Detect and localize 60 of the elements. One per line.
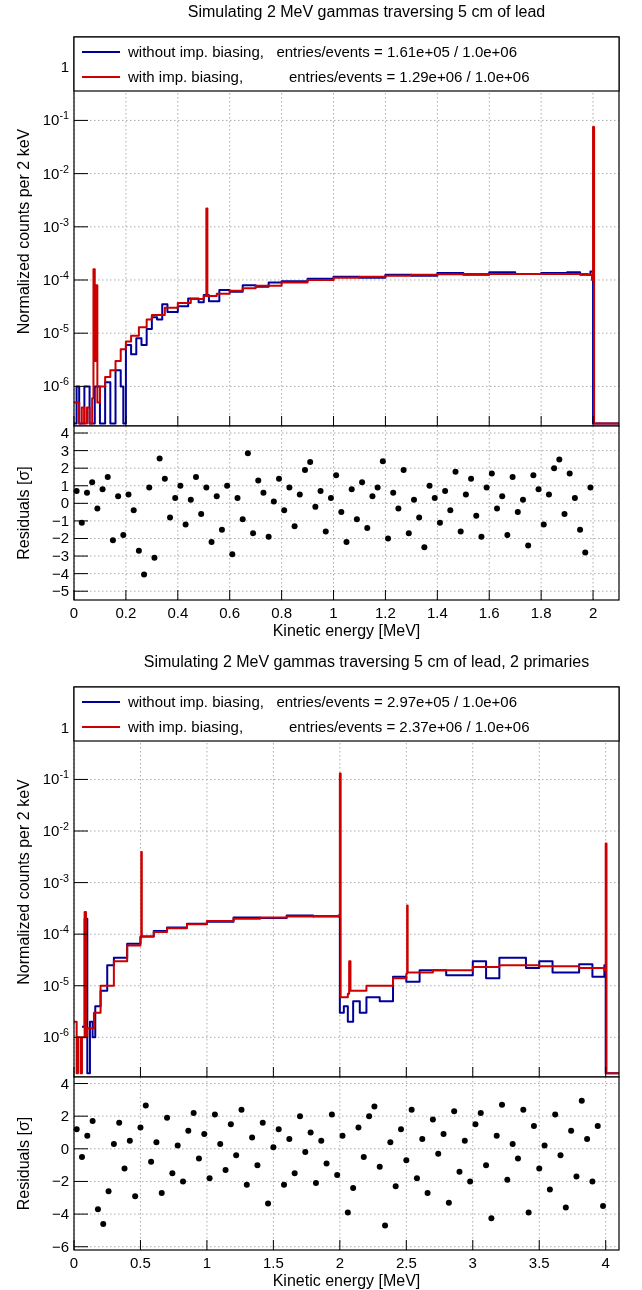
y-tick-label: −2: [51, 1172, 69, 1190]
x-tick-label: 0.5: [130, 1254, 151, 1271]
legend-label: with imp. biasing, entries/events = 2.37e+06 / 1.0e+06: [127, 718, 530, 735]
y-tick-label: 1: [60, 58, 69, 76]
y-tick-label: 1: [60, 718, 69, 736]
y-tick-label: 10$^{-3}$: [42, 215, 69, 235]
y-tick-label: 2: [60, 1107, 69, 1125]
x-tick-label: 1.6: [478, 604, 500, 621]
y-tick-label: 4: [60, 424, 69, 442]
y-tick-label: 3: [60, 441, 69, 459]
y-tick-label: 10$^{-5}$: [42, 322, 69, 342]
x-tick-label: 3.5: [528, 1254, 550, 1271]
x-tick-label: 0.8: [271, 604, 293, 621]
y-tick-label: 0: [60, 494, 69, 512]
chart-title: Simulating 2 MeV gammas traversing 5 cm of lead, 2 primaries: [143, 653, 590, 670]
y-tick-label: 10$^{-6}$: [42, 375, 69, 395]
x-tick-label: 4: [601, 1254, 610, 1271]
y-tick-label: −6: [51, 1237, 69, 1255]
x-tick-label: 2: [335, 1254, 345, 1271]
y-axis-title: Residuals [σ]: [15, 466, 32, 560]
y-tick-label: 10$^{-1}$: [42, 109, 69, 129]
y-tick-label: −3: [51, 547, 69, 565]
y-tick-label: 10$^{-4}$: [42, 923, 69, 943]
x-tick-label: 2.5: [395, 1254, 417, 1271]
y-axis-title: Normalized counts per 2 keV: [15, 778, 32, 985]
x-axis-title: Kinetic energy [MeV]: [272, 622, 421, 639]
y-tick-label: 10$^{-2}$: [42, 162, 69, 182]
x-tick-label: 2: [588, 604, 598, 621]
y-axis-title: Residuals [σ]: [15, 1116, 32, 1211]
y-tick-label: 2: [60, 459, 69, 477]
y-tick-label: 4: [60, 1074, 69, 1092]
x-axis-title: Kinetic energy [MeV]: [272, 1272, 421, 1289]
y-axis-title: Normalized counts per 2 keV: [15, 128, 32, 335]
x-tick-label: 0.4: [167, 604, 189, 621]
x-tick-label: 1.5: [262, 1254, 284, 1271]
legend-label: without imp. biasing, entries/events = 1.61e+05 / 1.0e+06: [127, 43, 518, 60]
y-tick-label: 1: [60, 476, 69, 494]
legend-label: with imp. biasing, entries/events = 1.29e+06 / 1.0e+06: [127, 68, 530, 85]
y-tick-label: −2: [51, 529, 69, 547]
y-tick-label: 10$^{-4}$: [42, 269, 69, 288]
y-tick-label: 10$^{-2}$: [42, 820, 69, 840]
y-tick-label: 0: [60, 1139, 69, 1157]
x-tick-label: 1.2: [375, 604, 396, 621]
x-tick-label: 3: [468, 1254, 477, 1271]
x-tick-label: 0.6: [219, 604, 241, 621]
chart-title: Simulating 2 MeV gammas traversing 5 cm of lead: [187, 3, 546, 20]
legend-label: without imp. biasing, entries/events = 2.97e+05 / 1.0e+06: [127, 693, 518, 710]
x-tick-label: 1.8: [530, 604, 552, 621]
y-tick-label: −4: [51, 1205, 69, 1223]
y-tick-label: 10$^{-1}$: [42, 768, 69, 788]
y-tick-label: 10$^{-3}$: [42, 871, 69, 891]
y-tick-label: 10$^{-5}$: [42, 974, 69, 994]
y-tick-label: −1: [51, 511, 69, 529]
x-tick-label: 0.2: [115, 604, 137, 621]
y-tick-label: −5: [51, 582, 69, 600]
x-tick-label: 1: [329, 604, 338, 621]
x-tick-label: 1.4: [426, 604, 448, 621]
y-tick-label: 10$^{-6}$: [42, 1026, 69, 1046]
y-tick-label: −4: [51, 564, 69, 582]
x-tick-label: 1: [202, 1254, 212, 1271]
